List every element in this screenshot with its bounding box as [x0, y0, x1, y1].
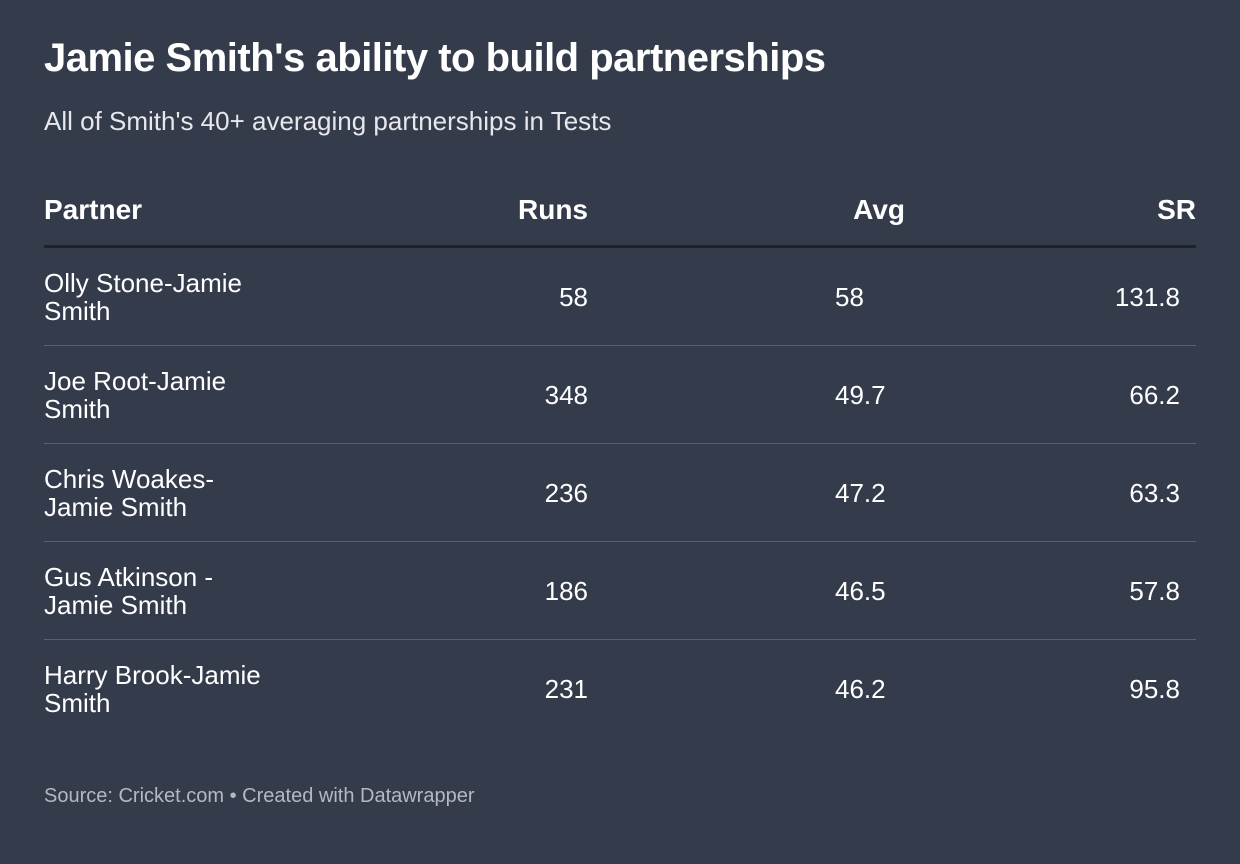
title: Jamie Smith's ability to build partnersh… — [44, 36, 826, 80]
value-cell: 57.8 — [1129, 576, 1180, 606]
row-divider — [44, 541, 1196, 542]
value-cell: 58 — [559, 282, 588, 312]
value-cell: 47.2 — [835, 478, 886, 508]
value-cell: 236 — [544, 478, 588, 508]
row-divider — [44, 639, 1196, 640]
value-cell: 186 — [544, 576, 588, 606]
partner-cell: Chris Woakes-Jamie Smith — [44, 464, 215, 522]
row-divider — [44, 345, 1196, 346]
partner-cell: Gus Atkinson - Jamie Smith — [44, 562, 214, 620]
column-header: Partner — [44, 194, 143, 225]
column-header: Runs — [518, 194, 588, 225]
value-cell: 231 — [544, 674, 588, 704]
partner-cell: Joe Root-Jamie Smith — [44, 366, 227, 424]
partner-cell: Harry Brook-Jamie Smith — [44, 660, 261, 718]
value-cell: 46.5 — [835, 576, 886, 606]
value-cell: 348 — [544, 380, 588, 410]
value-cell: 58 — [835, 282, 864, 312]
partner-cell: Olly Stone-Jamie Smith — [44, 268, 242, 326]
value-cell: 66.2 — [1129, 380, 1180, 410]
row-divider — [44, 443, 1196, 444]
value-cell: 95.8 — [1129, 674, 1180, 704]
subtitle: All of Smith's 40+ averaging partnership… — [44, 106, 612, 136]
header-rule — [44, 245, 1196, 248]
value-cell: 49.7 — [835, 380, 886, 410]
column-header: Avg — [853, 194, 905, 225]
value-cell: 46.2 — [835, 674, 886, 704]
column-header: SR — [1157, 194, 1196, 225]
value-cell: 131.8 — [1114, 282, 1180, 312]
footer: Source: Cricket.com • Created with Dataw… — [44, 785, 475, 807]
value-cell: 63.3 — [1129, 478, 1180, 508]
